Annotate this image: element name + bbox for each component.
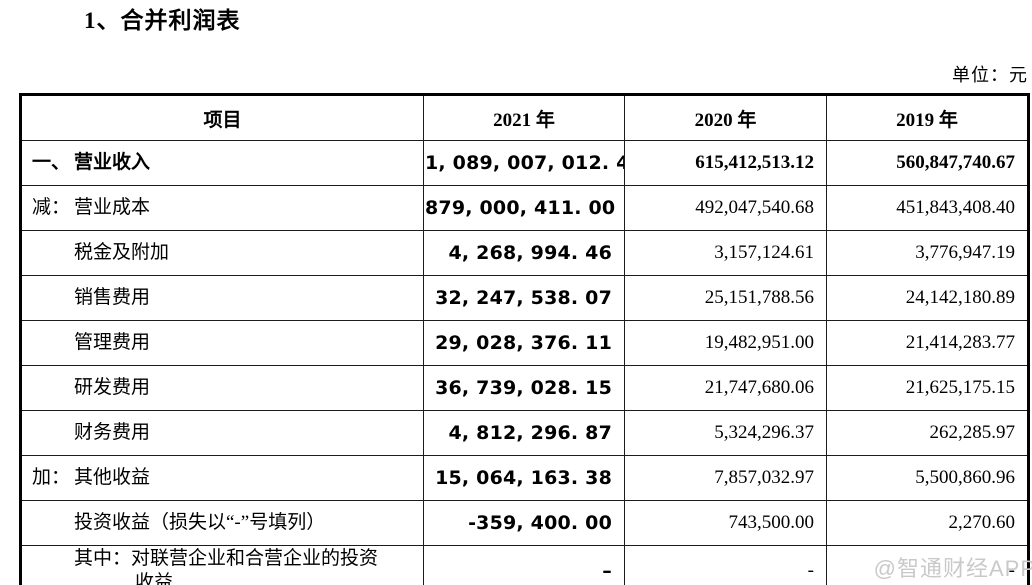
unit-label: 单位：元 [952,65,1028,85]
table-row: 财务费用 4, 812, 296. 87 5,324,296.37 262,28… [20,410,1029,456]
row-label-text: 研发费用 [74,377,151,398]
cell-2019: 451,843,408.40 [826,185,1029,231]
cell-2020: 19,482,951.00 [624,320,827,366]
table-row: 销售费用 32, 247, 538. 07 25,151,788.56 24,1… [20,275,1029,321]
cell-2020: 743,500.00 [624,500,827,546]
cell-2021: 32, 247, 538. 07 [423,275,625,321]
cell-2021: 15, 064, 163. 38 [423,455,625,501]
row-label: 销售费用 [20,275,424,321]
row-label-text: 其他收益 [74,467,151,488]
cell-2020: 7,857,032.97 [624,455,827,501]
row-label: 减： 营业成本 [20,185,424,231]
cell-2020: 5,324,296.37 [624,410,827,456]
cell-2021: 4, 268, 994. 46 [423,230,625,276]
table-row: 投资收益（损失以“-”号填列） -359, 400. 00 743,500.00… [20,500,1029,546]
table-row: 研发费用 36, 739, 028. 15 21,747,680.06 21,6… [20,365,1029,411]
cell-2021: 4, 812, 296. 87 [423,410,625,456]
cell-2019: 24,142,180.89 [826,275,1029,321]
row-label: 一、 营业收入 [20,140,424,186]
row-label-text-line2: 收益 [135,572,174,585]
table-header-row: 项目 2021 年 2020 年 2019 年 [20,94,1029,141]
column-header-2019: 2019 年 [826,94,1029,141]
row-label: 投资收益（损失以“-”号填列） [20,500,424,546]
section-title: 1、合并利润表 [84,8,241,33]
cell-2021: 29, 028, 376. 11 [423,320,625,366]
cell-2021: 1, 089, 007, 012. 44 [423,140,625,186]
row-prefix: 加： [32,467,71,488]
cell-2019: 2,270.60 [826,500,1029,546]
row-label-text: 其中：对联营企业和合营企业的投资 [74,548,379,569]
row-label: 税金及附加 [20,230,424,276]
row-label-text: 管理费用 [74,332,151,353]
row-label-text: 销售费用 [74,287,151,308]
table-row: 一、 营业收入 1, 089, 007, 012. 44 615,412,513.… [20,140,1029,186]
row-label: 财务费用 [20,410,424,456]
row-label: 其中：对联营企业和合营企业的投资收益 [20,545,424,585]
income-statement-table: 项目 2021 年 2020 年 2019 年 一、 营业收入 1, 089, 0… [19,93,1030,585]
cell-2020: 25,151,788.56 [624,275,827,321]
row-prefix: 一、 [32,152,71,173]
cell-2019: - [826,545,1029,585]
table-row: 管理费用 29, 028, 376. 11 19,482,951.00 21,4… [20,320,1029,366]
row-label-text: 税金及附加 [74,242,170,263]
cell-2020: 21,747,680.06 [624,365,827,411]
cell-2021: -359, 400. 00 [423,500,625,546]
cell-2021: – [423,545,625,585]
cell-2021: 36, 739, 028. 15 [423,365,625,411]
table-row: 其中：对联营企业和合营企业的投资收益 – - - [20,545,1029,585]
row-prefix: 减： [32,197,71,218]
table-row: 减： 营业成本 879, 000, 411. 00 492,047,540.68 … [20,185,1029,231]
table-row: 加： 其他收益 15, 064, 163. 38 7,857,032.97 5,5… [20,455,1029,501]
table-row: 税金及附加 4, 268, 994. 46 3,157,124.61 3,776… [20,230,1029,276]
row-label: 管理费用 [20,320,424,366]
row-label-text: 营业收入 [74,152,151,173]
cell-2020: 492,047,540.68 [624,185,827,231]
column-header-2021: 2021 年 [423,94,625,141]
row-label-text: 投资收益（损失以“-”号填列） [74,512,326,533]
watermark: @智通财经APP [873,556,1032,581]
cell-2020: 3,157,124.61 [624,230,827,276]
column-header-item: 项目 [20,94,424,141]
cell-2019: 5,500,860.96 [826,455,1029,501]
cell-2019: 560,847,740.67 [826,140,1029,186]
row-label-text: 财务费用 [74,422,151,443]
row-label: 加： 其他收益 [20,455,424,501]
cell-2019: 21,414,283.77 [826,320,1029,366]
cell-2020: 615,412,513.12 [624,140,827,186]
cell-2021: 879, 000, 411. 00 [423,185,625,231]
row-label: 研发费用 [20,365,424,411]
cell-2019: 262,285.97 [826,410,1029,456]
cell-2019: 3,776,947.19 [826,230,1029,276]
cell-2020: - [624,545,827,585]
cell-2019: 21,625,175.15 [826,365,1029,411]
column-header-2020: 2020 年 [624,94,827,141]
row-label-text: 营业成本 [74,197,151,218]
